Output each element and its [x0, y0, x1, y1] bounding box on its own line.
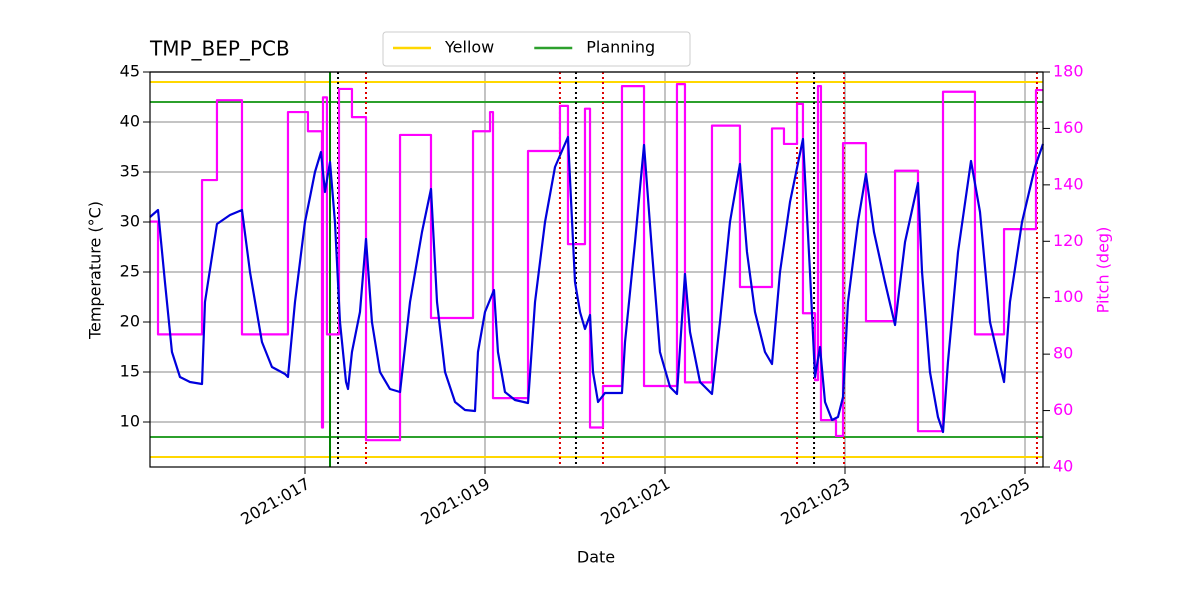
y-tick-label: 15: [120, 362, 140, 381]
x-tick-label: 2021:023: [777, 474, 853, 529]
chart-title: TMP_BEP_PCB: [149, 37, 290, 61]
y-tick-label: 30: [120, 212, 140, 231]
x-tick-label: 2021:025: [957, 474, 1033, 529]
y-tick-label: 10: [120, 412, 140, 431]
y2-tick-label: 120: [1053, 231, 1084, 250]
y2-tick-label: 180: [1053, 62, 1084, 81]
y2-tick-label: 100: [1053, 287, 1084, 306]
data-line: [150, 83, 1043, 442]
data-line: [149, 135, 1045, 434]
y2-tick-label: 40: [1053, 457, 1073, 476]
y2-tick-label: 60: [1053, 400, 1073, 419]
y-tick-label: 25: [120, 262, 140, 281]
x-axis-label: Date: [577, 548, 615, 567]
y2-axis-label: Pitch (deg): [1094, 227, 1113, 314]
y-axis-label: Temperature (°C): [86, 201, 105, 340]
y-tick-label: 45: [120, 62, 140, 81]
y2-tick-label: 160: [1053, 118, 1084, 137]
y-tick-label: 20: [120, 312, 140, 331]
y2-tick-label: 80: [1053, 344, 1073, 363]
legend: Yellow Planning: [382, 31, 691, 67]
y2-tick-label: 140: [1053, 174, 1084, 193]
x-tick-label: 2021:017: [237, 474, 313, 529]
plot-frame: [149, 71, 1044, 468]
y-tick-label: 40: [120, 112, 140, 131]
legend-label: Planning: [586, 38, 655, 57]
x-tick-label: 2021:021: [597, 474, 673, 529]
x-tick-label: 2021:019: [417, 474, 493, 529]
legend-label: Yellow: [444, 38, 494, 57]
y-tick-label: 35: [120, 162, 140, 181]
